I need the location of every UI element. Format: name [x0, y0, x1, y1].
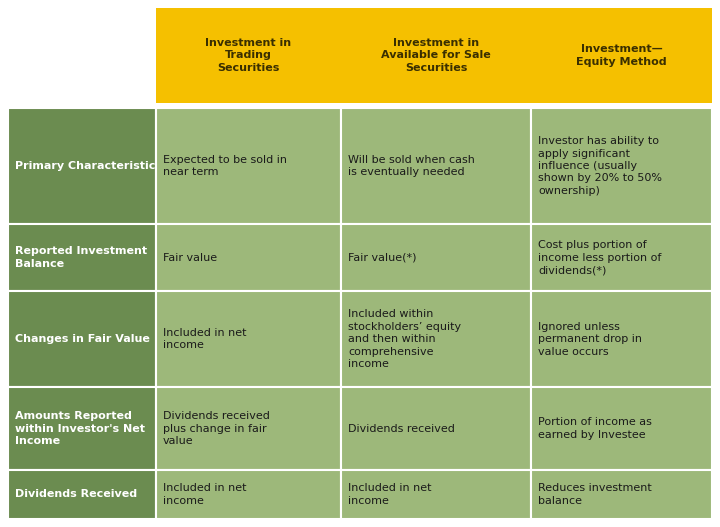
Text: Investment in
Available for Sale
Securities: Investment in Available for Sale Securit…	[381, 38, 491, 73]
Bar	[156, 108, 341, 224]
Bar	[8, 291, 156, 387]
Bar	[156, 224, 341, 291]
Bar	[341, 224, 531, 291]
Text: Investment—
Equity Method: Investment— Equity Method	[576, 44, 667, 67]
Text: Dividends Received: Dividends Received	[15, 490, 137, 500]
Bar	[8, 224, 156, 291]
Text: Will be sold when cash
is eventually needed: Will be sold when cash is eventually nee…	[348, 155, 475, 177]
Bar	[156, 470, 341, 519]
Text: Amounts Reported
within Investor's Net
Income: Amounts Reported within Investor's Net I…	[15, 411, 145, 446]
Bar	[156, 387, 341, 470]
Text: Reported Investment
Balance: Reported Investment Balance	[15, 247, 147, 269]
Text: Fair value(*): Fair value(*)	[348, 252, 416, 262]
Bar	[531, 224, 712, 291]
Text: Investment in
Trading
Securities: Investment in Trading Securities	[205, 38, 292, 73]
Text: Reduces investment
balance: Reduces investment balance	[538, 483, 652, 505]
Bar	[531, 387, 712, 470]
Text: Expected to be sold in
near term: Expected to be sold in near term	[163, 155, 287, 177]
Bar	[341, 470, 531, 519]
Text: Cost plus portion of
income less portion of
dividends(*): Cost plus portion of income less portion…	[538, 240, 662, 275]
Text: Ignored unless
permanent drop in
value occurs: Ignored unless permanent drop in value o…	[538, 322, 642, 357]
Text: Dividends received
plus change in fair
value: Dividends received plus change in fair v…	[163, 411, 270, 446]
Bar	[8, 108, 156, 224]
Text: Investor has ability to
apply significant
influence (usually
shown by 20% to 50%: Investor has ability to apply significan…	[538, 136, 662, 196]
Text: Included in net
income: Included in net income	[348, 483, 431, 505]
Bar	[531, 470, 712, 519]
Text: Included in net
income: Included in net income	[163, 483, 246, 505]
Text: Included in net
income: Included in net income	[163, 328, 246, 350]
Text: Primary Characteristic: Primary Characteristic	[15, 161, 156, 171]
Bar	[341, 108, 531, 224]
Text: Fair value: Fair value	[163, 252, 217, 262]
Bar	[156, 291, 341, 387]
Text: Included within
stockholders’ equity
and then within
comprehensive
income: Included within stockholders’ equity and…	[348, 309, 461, 369]
Text: Dividends received: Dividends received	[348, 424, 455, 434]
Bar	[531, 291, 712, 387]
Bar	[341, 387, 531, 470]
Bar	[156, 8, 712, 103]
Bar	[531, 108, 712, 224]
Text: Portion of income as
earned by Investee: Portion of income as earned by Investee	[538, 417, 652, 440]
Bar	[341, 291, 531, 387]
Bar	[8, 387, 156, 470]
Bar	[8, 470, 156, 519]
Text: Changes in Fair Value: Changes in Fair Value	[15, 334, 150, 344]
